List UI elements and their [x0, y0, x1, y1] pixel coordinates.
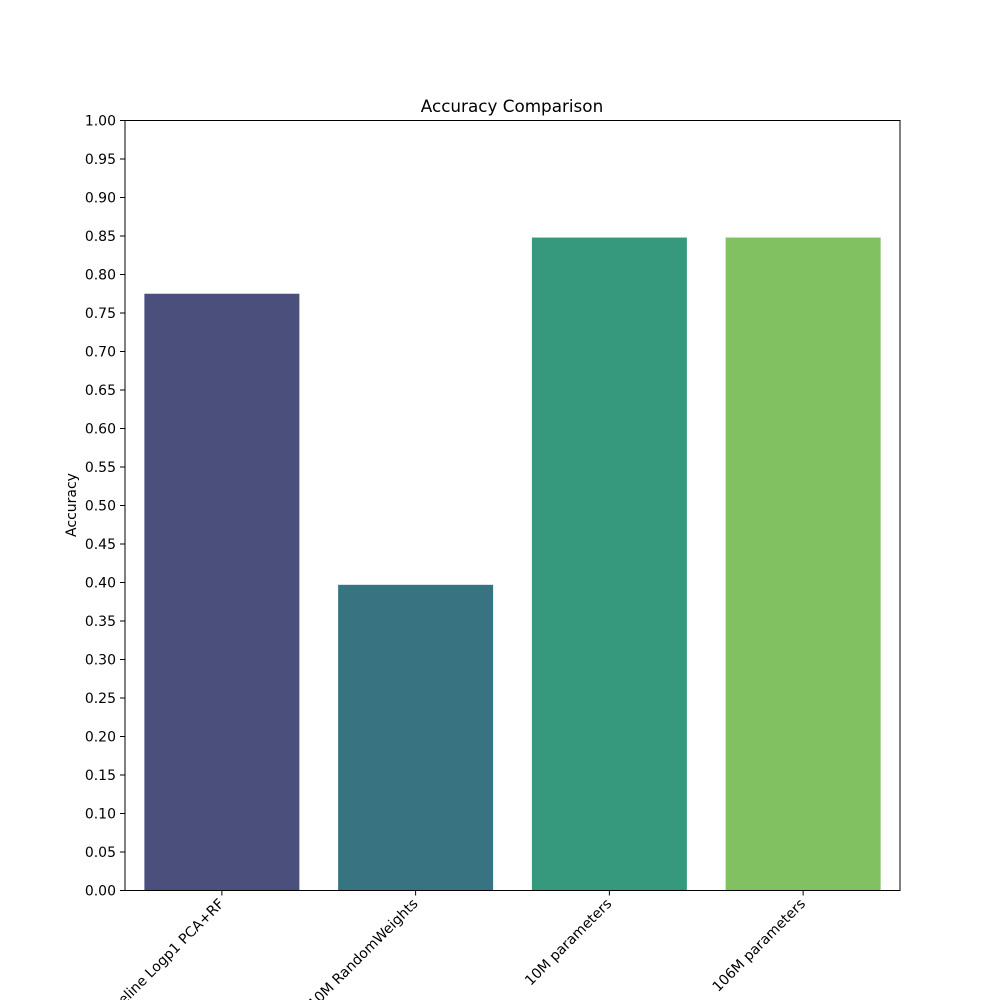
y-tick-label: 0.80	[85, 268, 116, 284]
y-tick-label: 0.50	[85, 499, 116, 515]
y-tick-label: 0.90	[85, 191, 116, 207]
y-tick-label: 0.40	[85, 576, 116, 592]
bar-4	[725, 237, 881, 891]
chart-title: Accuracy Comparison	[421, 96, 603, 116]
y-tick-label: 0.65	[85, 383, 116, 399]
bar-2	[338, 584, 494, 891]
y-tick-label: 1.00	[85, 114, 116, 130]
y-tick-label: 0.55	[85, 460, 116, 476]
y-tick-label: 0.75	[85, 306, 116, 322]
y-tick-label: 0.70	[85, 345, 116, 361]
bars-group	[144, 237, 881, 891]
y-tick-label: 0.85	[85, 229, 116, 245]
bar-3	[531, 237, 687, 891]
y-tick-label: 0.20	[85, 730, 116, 746]
y-tick-label: 0.60	[85, 422, 116, 438]
y-ticks-group: 0.00 0.05 0.10 0.15 0.20 0.25 0.30 0.35 0.40 0.45…	[85, 114, 125, 900]
plot-frame	[124, 120, 901, 891]
y-tick-label: 0.05	[85, 845, 116, 861]
y-tick-label: 0.15	[85, 768, 116, 784]
y-axis-label: Accuracy	[64, 473, 80, 537]
y-tick-label: 0.45	[85, 537, 116, 553]
y-tick-label: 0.95	[85, 152, 116, 168]
y-tick-label: 0.30	[85, 653, 116, 669]
y-tick-label: 0.10	[85, 807, 116, 823]
y-tick-label: 0.25	[85, 691, 116, 707]
y-tick-label: 0.00	[85, 884, 116, 900]
bar-1	[144, 293, 300, 891]
y-tick-label: 0.35	[85, 614, 116, 630]
